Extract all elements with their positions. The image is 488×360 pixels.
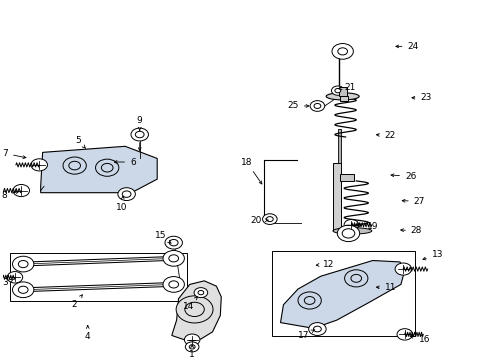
Text: 16: 16 [409, 334, 429, 343]
Bar [332, 163, 340, 231]
Text: 5: 5 [75, 136, 85, 148]
Circle shape [122, 191, 131, 197]
Circle shape [350, 274, 361, 282]
Circle shape [163, 251, 184, 266]
Circle shape [168, 281, 178, 288]
Circle shape [19, 261, 28, 267]
Circle shape [308, 323, 325, 336]
Circle shape [163, 276, 184, 292]
Text: 3: 3 [2, 278, 14, 287]
Text: 23: 23 [411, 93, 431, 102]
Circle shape [95, 159, 119, 176]
Text: 18: 18 [240, 158, 262, 184]
Text: 13: 13 [422, 250, 442, 260]
Polygon shape [41, 146, 157, 193]
Bar [340, 175, 353, 181]
Circle shape [118, 188, 135, 201]
Circle shape [31, 159, 47, 171]
Text: 11: 11 [376, 283, 395, 292]
Text: 7: 7 [2, 149, 26, 158]
Circle shape [169, 239, 178, 246]
Text: 24: 24 [395, 42, 418, 51]
Text: 14: 14 [182, 297, 197, 311]
Text: 2: 2 [72, 295, 82, 309]
Circle shape [184, 302, 204, 316]
Text: 4: 4 [85, 325, 90, 341]
Circle shape [194, 288, 207, 298]
Circle shape [164, 236, 182, 249]
Circle shape [313, 103, 320, 108]
Circle shape [262, 214, 277, 225]
Text: 27: 27 [401, 197, 424, 206]
Circle shape [309, 101, 324, 111]
Circle shape [135, 131, 144, 138]
Circle shape [176, 296, 213, 323]
Circle shape [7, 271, 22, 283]
Circle shape [337, 48, 347, 55]
Text: 15: 15 [155, 231, 171, 243]
Text: 26: 26 [390, 172, 415, 181]
Bar [272, 251, 415, 336]
Circle shape [19, 286, 28, 293]
Circle shape [13, 282, 34, 298]
Text: 12: 12 [316, 260, 334, 269]
Circle shape [131, 128, 148, 141]
Text: 1: 1 [189, 345, 195, 359]
Circle shape [394, 263, 411, 275]
Text: 6: 6 [114, 158, 136, 167]
Ellipse shape [325, 93, 358, 100]
Text: 19: 19 [356, 222, 378, 231]
Polygon shape [171, 281, 221, 341]
Circle shape [331, 44, 353, 59]
Bar [10, 253, 187, 301]
Circle shape [168, 255, 178, 262]
Text: 9: 9 [137, 116, 142, 130]
Circle shape [304, 297, 314, 305]
Circle shape [184, 334, 200, 346]
Circle shape [331, 86, 344, 95]
Text: 8: 8 [1, 191, 19, 200]
Bar [339, 96, 348, 101]
Text: 28: 28 [400, 226, 421, 235]
Text: 20: 20 [250, 216, 267, 225]
Polygon shape [280, 261, 404, 328]
Circle shape [396, 329, 412, 340]
Bar [338, 87, 346, 96]
Circle shape [266, 217, 273, 222]
Circle shape [189, 345, 195, 349]
Text: 25: 25 [287, 102, 308, 111]
Circle shape [344, 270, 367, 287]
Text: 22: 22 [376, 131, 395, 140]
Bar [337, 129, 340, 163]
Circle shape [337, 225, 359, 242]
Circle shape [63, 157, 86, 174]
Circle shape [198, 291, 203, 295]
Circle shape [313, 326, 321, 332]
Circle shape [13, 184, 29, 197]
Circle shape [185, 342, 199, 352]
Circle shape [69, 161, 81, 170]
Circle shape [344, 220, 358, 230]
Text: 17: 17 [298, 330, 314, 340]
Circle shape [334, 89, 340, 93]
Text: 10: 10 [116, 196, 127, 212]
Circle shape [342, 229, 354, 238]
Circle shape [101, 163, 113, 172]
Text: 21: 21 [338, 82, 355, 91]
Circle shape [13, 256, 34, 272]
Circle shape [297, 292, 321, 309]
Ellipse shape [332, 228, 371, 234]
